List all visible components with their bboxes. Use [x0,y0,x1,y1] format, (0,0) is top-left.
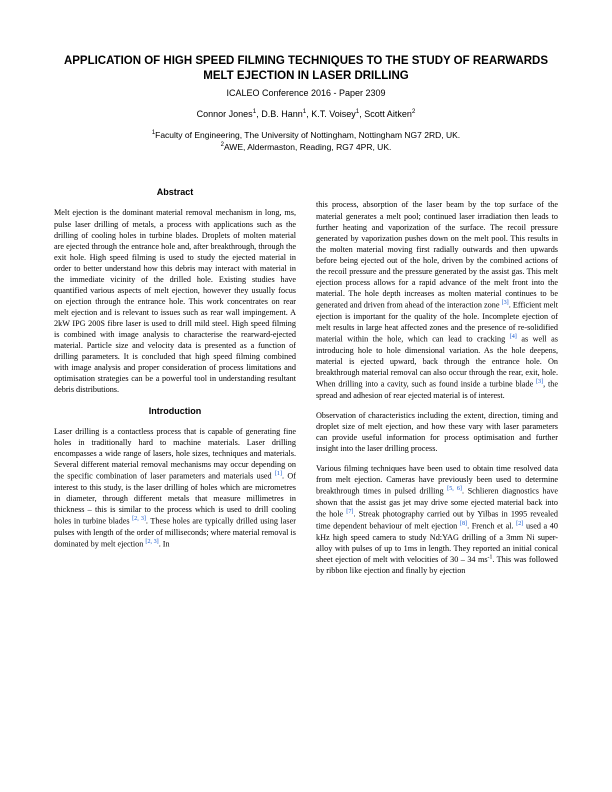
affiliations: 1Faculty of Engineering, The University … [54,129,558,154]
right-column: this process, absorption of the laser be… [316,177,558,584]
two-column-layout: Abstract Melt ejection is the dominant m… [54,177,558,584]
paper-title: APPLICATION OF HIGH SPEED FILMING TECHNI… [54,54,558,84]
abstract-body: Melt ejection is the dominant material r… [54,207,296,395]
authors-line: Connor Jones1, D.B. Hann1, K.T. Voisey1,… [54,108,558,119]
right-para-2: Observation of characteristics including… [316,410,558,454]
right-para-1: this process, absorption of the laser be… [316,199,558,400]
abstract-heading: Abstract [54,187,296,197]
paper-subtitle: ICALEO Conference 2016 - Paper 2309 [54,88,558,98]
intro-body-left: Laser drilling is a contactless process … [54,426,296,550]
left-column: Abstract Melt ejection is the dominant m… [54,177,296,584]
introduction-heading: Introduction [54,406,296,416]
right-para-3: Various filming techniques have been use… [316,463,558,576]
